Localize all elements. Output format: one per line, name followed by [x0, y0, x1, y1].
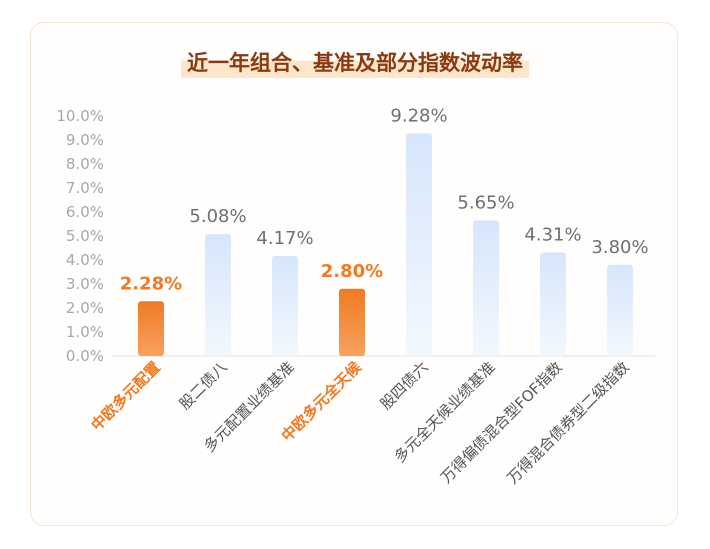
y-tick-label: 1.0%	[66, 323, 104, 341]
chart-title: 近一年组合、基准及部分指数波动率	[181, 44, 529, 78]
bar	[607, 264, 633, 356]
y-tick-label: 7.0%	[66, 179, 104, 197]
x-tick-label: 万得混合债券型二级指数	[503, 358, 632, 487]
data-label: 5.65%	[457, 192, 514, 213]
y-tick-label: 5.0%	[66, 227, 104, 245]
y-tick-label: 9.0%	[66, 131, 104, 149]
y-tick-label: 8.0%	[66, 155, 104, 173]
y-tick-label: 2.0%	[66, 299, 104, 317]
x-tick-label: 中欧多元配置	[87, 358, 163, 434]
data-label: 2.28%	[120, 273, 182, 294]
bar	[339, 288, 365, 356]
bar	[540, 252, 566, 356]
y-axis: 0.0% 1.0% 2.0% 3.0% 4.0% 5.0% 6.0% 7.0% 8.0% 9.0%…	[56, 107, 104, 365]
data-label: 4.31%	[524, 225, 581, 246]
y-tick-label: 0.0%	[66, 347, 104, 365]
x-tick-label: 股四债六	[377, 358, 432, 413]
data-label: 9.28%	[390, 105, 447, 126]
bar	[205, 234, 231, 356]
data-label: 4.17%	[256, 228, 313, 249]
bar	[138, 301, 164, 356]
bars: 2.28%中欧多元配置5.08%股二债八4.17%多元配置业绩基准2.80%中欧…	[87, 105, 648, 487]
y-tick-label: 10.0%	[56, 107, 104, 125]
data-label: 3.80%	[591, 237, 648, 258]
y-tick-label: 4.0%	[66, 251, 104, 269]
chart-card	[30, 22, 678, 526]
y-tick-label: 6.0%	[66, 203, 104, 221]
bar	[272, 255, 298, 356]
chart-title-wrap: 近一年组合、基准及部分指数波动率	[0, 44, 710, 78]
x-tick-label: 万得偏债混合型FOF指数	[437, 358, 566, 487]
bar	[406, 133, 432, 356]
bar	[473, 220, 499, 356]
data-label: 2.80%	[321, 261, 383, 282]
y-tick-label: 3.0%	[66, 275, 104, 293]
data-label: 5.08%	[189, 206, 246, 227]
x-tick-label: 股二债八	[176, 358, 231, 413]
